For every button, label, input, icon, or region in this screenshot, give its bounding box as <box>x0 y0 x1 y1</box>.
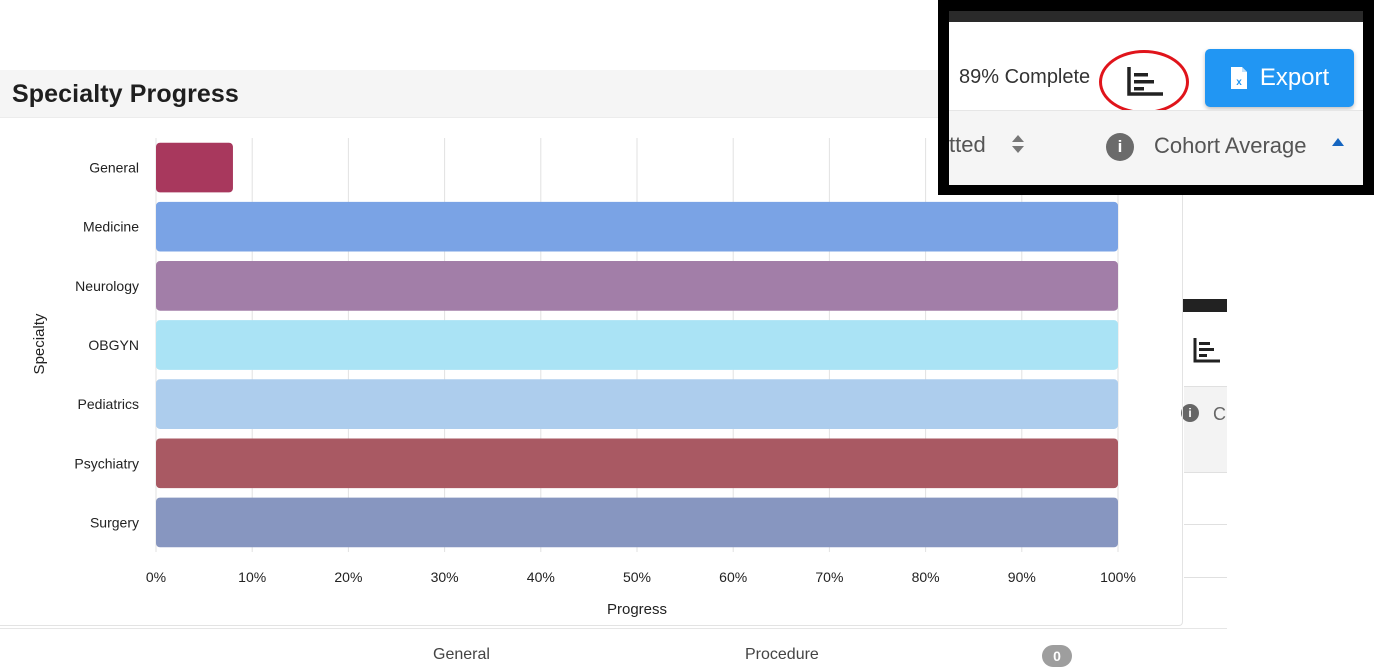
row-divider <box>1184 577 1227 578</box>
bar-general[interactable] <box>156 142 233 193</box>
column-header-cohort-average[interactable]: Cohort Average <box>1154 133 1307 158</box>
x-axis-tick-labels: 0% 10% 20% 30% 40% 50% 60% 70% 80% 90% 100% <box>146 569 1136 585</box>
svg-text:x: x <box>1236 77 1242 88</box>
x-tick-label: 10% <box>238 569 266 585</box>
count-badge: 0 <box>1042 645 1072 667</box>
export-label: Export <box>1259 64 1330 91</box>
bar-chart-icon[interactable] <box>1190 334 1224 366</box>
specialty-progress-panel <box>0 70 1183 626</box>
bar-psychiatry[interactable] <box>156 438 1118 489</box>
y-tick-label: Pediatrics <box>78 396 139 412</box>
chart-bars <box>156 142 1118 548</box>
y-tick-label: Psychiatry <box>74 455 139 471</box>
bar-neurology[interactable] <box>156 261 1118 311</box>
sort-icon[interactable] <box>1011 134 1025 154</box>
bar-medicine[interactable] <box>156 201 1118 252</box>
x-tick-label: 80% <box>912 569 940 585</box>
y-axis-tick-labels: General Medicine Neurology OBGYN Pediatrics P… <box>74 160 139 531</box>
y-tick-label: Neurology <box>75 278 139 294</box>
zoom-callout: 89% Complete x Export <box>938 0 1374 195</box>
y-tick-label: Surgery <box>90 514 139 530</box>
panel-title: Specialty Progress <box>12 80 239 108</box>
table-divider <box>0 628 1227 629</box>
bar-pediatrics[interactable] <box>156 379 1118 429</box>
x-tick-label: 70% <box>815 569 843 585</box>
specialty-progress-chart: General Medicine Neurology OBGYN Pediatrics P… <box>31 138 1136 618</box>
export-button[interactable]: x Export <box>1205 49 1354 107</box>
x-tick-label: 20% <box>334 569 362 585</box>
excel-file-icon: x <box>1230 67 1247 89</box>
background-table-header <box>1184 387 1227 472</box>
row-divider <box>1184 524 1227 525</box>
zoom-callout-content: 89% Complete x Export <box>949 11 1363 185</box>
row-divider <box>1184 386 1227 387</box>
y-axis-title: Specialty <box>31 313 48 374</box>
y-tick-label: OBGYN <box>88 337 139 353</box>
x-axis-title: Progress <box>607 601 667 618</box>
x-tick-label: 30% <box>431 569 459 585</box>
callout-toolbar: 89% Complete x Export <box>949 22 1363 114</box>
x-tick-label: 0% <box>146 569 166 585</box>
info-icon[interactable]: i <box>1181 404 1199 422</box>
x-tick-label: 60% <box>719 569 747 585</box>
highlight-circle <box>1099 50 1189 114</box>
x-tick-label: 100% <box>1100 569 1136 585</box>
x-tick-label: 40% <box>527 569 555 585</box>
column-header-fragment[interactable]: tted <box>949 132 986 157</box>
sort-ascending-icon[interactable] <box>1331 137 1345 147</box>
bar-obgyn[interactable] <box>156 320 1118 370</box>
x-tick-label: 90% <box>1008 569 1036 585</box>
y-tick-label: General <box>89 160 139 176</box>
x-tick-label: 50% <box>623 569 651 585</box>
completion-status: 89% Complete <box>959 66 1091 88</box>
info-icon[interactable]: i <box>1106 133 1134 161</box>
cohort-header-fragment: C <box>1213 404 1226 424</box>
y-tick-label: Medicine <box>83 219 139 235</box>
bar-surgery[interactable] <box>156 497 1118 548</box>
callout-toolbar-strip <box>949 11 1363 22</box>
column-header-procedure[interactable]: Procedure <box>745 646 819 663</box>
row-divider <box>1184 472 1227 473</box>
background-toolbar-strip <box>1183 299 1227 312</box>
column-header-general[interactable]: General <box>433 646 490 663</box>
